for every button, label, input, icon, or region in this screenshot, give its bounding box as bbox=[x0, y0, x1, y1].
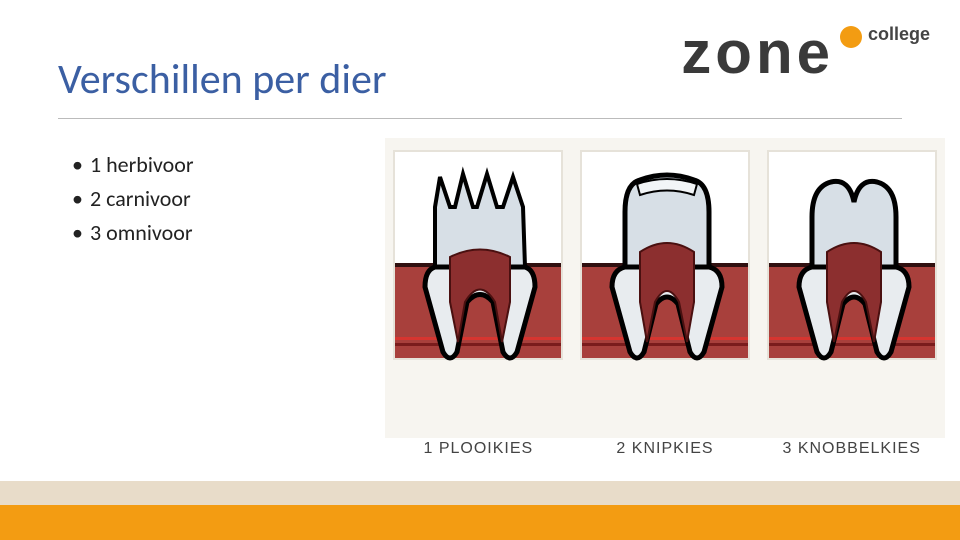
page-title: Verschillen per dier bbox=[58, 54, 387, 105]
list-item-label: 2 carnivoor bbox=[90, 182, 191, 216]
tooth-knipkies-icon bbox=[582, 152, 752, 362]
tooth-box-plooikies bbox=[393, 150, 563, 360]
title-divider bbox=[58, 118, 902, 119]
logo-sub-text: college bbox=[868, 24, 930, 45]
tooth-plooikies-icon bbox=[395, 152, 565, 362]
tooth-label: 2 KNIPKIES bbox=[572, 440, 759, 458]
list-item: • 2 carnivoor bbox=[72, 182, 194, 216]
bullet-list: • 1 herbivoor • 2 carnivoor • 3 omnivoor bbox=[72, 148, 194, 250]
tooth-label: 3 KNOBBELKIES bbox=[758, 440, 945, 458]
tooth-label: 1 PLOOIKIES bbox=[385, 440, 572, 458]
tooth-diagram-panel bbox=[385, 138, 945, 438]
tooth-box-knipkies bbox=[580, 150, 750, 360]
logo-brand-text: zone bbox=[681, 18, 834, 87]
footer-tan-band bbox=[0, 485, 960, 505]
tooth-knobbelkies-icon bbox=[769, 152, 939, 362]
list-item-label: 3 omnivoor bbox=[90, 216, 193, 250]
logo: zone college bbox=[681, 18, 930, 87]
list-item-label: 1 herbivoor bbox=[90, 148, 194, 182]
bullet-icon: • bbox=[72, 148, 90, 182]
slide: zone college Verschillen per dier • 1 he… bbox=[0, 0, 960, 540]
logo-dot-icon bbox=[840, 26, 862, 48]
bullet-icon: • bbox=[72, 182, 90, 216]
tooth-box-knobbelkies bbox=[767, 150, 937, 360]
tooth-diagram-labels: 1 PLOOIKIES 2 KNIPKIES 3 KNOBBELKIES bbox=[385, 440, 945, 458]
bullet-icon: • bbox=[72, 216, 90, 250]
list-item: • 1 herbivoor bbox=[72, 148, 194, 182]
footer-orange-band bbox=[0, 505, 960, 540]
list-item: • 3 omnivoor bbox=[72, 216, 194, 250]
